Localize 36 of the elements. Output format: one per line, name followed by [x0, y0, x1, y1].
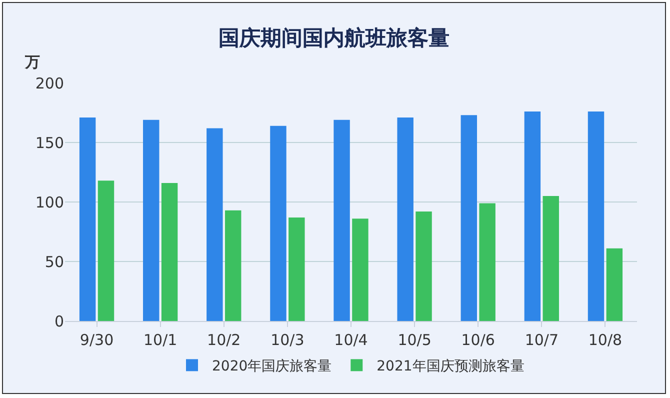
bar	[161, 182, 178, 321]
bar	[397, 118, 414, 321]
x-tick-label: 10/2	[207, 331, 241, 349]
bar	[460, 115, 478, 321]
bar	[352, 218, 368, 321]
x-tick-label: 10/7	[524, 331, 559, 349]
bar	[606, 248, 623, 321]
y-tick-label: 200	[35, 74, 64, 92]
y-tick-label: 50	[44, 252, 64, 271]
bar	[334, 120, 350, 321]
bar	[270, 126, 286, 321]
bar	[98, 180, 114, 321]
x-tick-label: 10/1	[143, 331, 178, 349]
bar	[224, 210, 242, 321]
bar	[206, 128, 223, 321]
y-tick-label: 150	[35, 134, 64, 152]
chart-title: 国庆期间国内航班旅客量	[218, 26, 450, 50]
y-axis-title: 万	[24, 53, 40, 71]
bar	[542, 196, 559, 321]
legend-label: 2020年国庆旅客量	[212, 358, 332, 375]
bar	[479, 203, 496, 321]
x-tick-label: 10/4	[334, 331, 368, 349]
x-tick-label: 10/3	[270, 331, 304, 349]
x-tick-label: 10/8	[588, 331, 622, 349]
bar	[79, 118, 96, 321]
bar	[524, 112, 541, 321]
bar	[143, 120, 160, 321]
bar	[288, 217, 305, 321]
x-tick-label: 9/30	[80, 331, 114, 349]
y-tick-label: 100	[35, 193, 64, 212]
y-tick-label: 0	[54, 312, 64, 330]
bar	[588, 112, 604, 321]
x-tick-label: 10/6	[461, 331, 495, 349]
bar	[416, 212, 432, 321]
x-tick-label: 10/5	[398, 331, 432, 349]
legend-label: 2021年国庆预测旅客量	[376, 358, 524, 375]
